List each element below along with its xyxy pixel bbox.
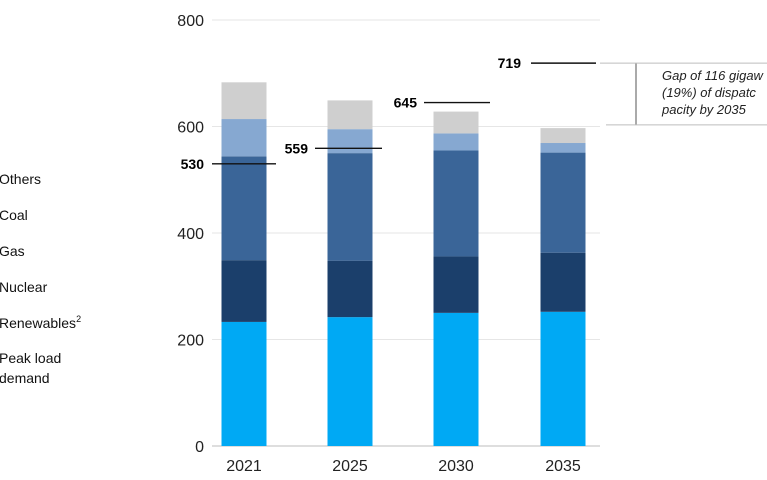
y-tick-label: 200 [177, 333, 204, 350]
x-tick-label: 2035 [545, 458, 581, 475]
peak-load-label: 559 [285, 140, 309, 156]
bar-segment-coal-2021 [221, 119, 267, 157]
x-axis: 2021 2025 2030 2035 [226, 458, 581, 475]
x-tick-label: 2030 [438, 458, 474, 475]
bar-segment-renewables-2025 [327, 317, 373, 446]
y-tick-label: 800 [177, 13, 204, 30]
peak-load-markers: 530 559 645 719 [181, 55, 596, 172]
legend-entry: Gas [0, 243, 25, 259]
y-axis: 0 200 400 600 800 [177, 13, 204, 456]
bar-segment-coal-2030 [433, 133, 479, 151]
legend: Others Coal Gas Nuclear Renewables2 Peak load… [0, 171, 81, 386]
x-tick-label: 2021 [226, 458, 262, 475]
gap-annotation-text: Gap of 116 gigaw (19%) of dispatc pacity b… [661, 68, 765, 117]
legend-entry: Renewables2 [0, 314, 81, 331]
bar-segment-gas-2035 [540, 152, 586, 253]
bar-segment-others-2030 [433, 111, 479, 134]
bar-segment-gas-2030 [433, 150, 479, 257]
y-tick-label: 600 [177, 120, 204, 137]
gridlines [212, 19, 600, 447]
bar-segment-coal-2025 [327, 129, 373, 154]
peak-load-label: 530 [181, 156, 205, 172]
bar-segment-others-2021 [221, 82, 267, 120]
bar-segment-nuclear-2030 [433, 256, 479, 313]
bar-segment-nuclear-2021 [221, 260, 267, 322]
bar-segment-nuclear-2035 [540, 252, 586, 312]
bar-segment-others-2035 [540, 128, 586, 144]
bar-segment-others-2025 [327, 100, 373, 130]
peak-load-label: 719 [498, 55, 522, 71]
gap-annotation: Gap of 116 gigaw (19%) of dispatc pacity b… [600, 62, 767, 126]
bar-segment-coal-2035 [540, 143, 586, 153]
y-tick-label: 0 [195, 439, 204, 456]
bar-segment-nuclear-2025 [327, 260, 373, 318]
legend-entry: Coal [0, 207, 28, 223]
bar-segment-renewables-2021 [221, 321, 267, 446]
bar-segment-renewables-2030 [433, 312, 479, 446]
peak-load-label: 645 [394, 95, 418, 111]
legend-entry: Peak load demand [0, 350, 61, 386]
bars [221, 82, 586, 446]
bar-segment-renewables-2035 [540, 311, 586, 446]
y-tick-label: 400 [177, 226, 204, 243]
bar-segment-gas-2021 [221, 156, 267, 261]
legend-entry: Nuclear [0, 279, 48, 295]
x-tick-label: 2025 [332, 458, 368, 475]
bar-segment-gas-2025 [327, 153, 373, 261]
legend-entry: Others [0, 171, 41, 187]
